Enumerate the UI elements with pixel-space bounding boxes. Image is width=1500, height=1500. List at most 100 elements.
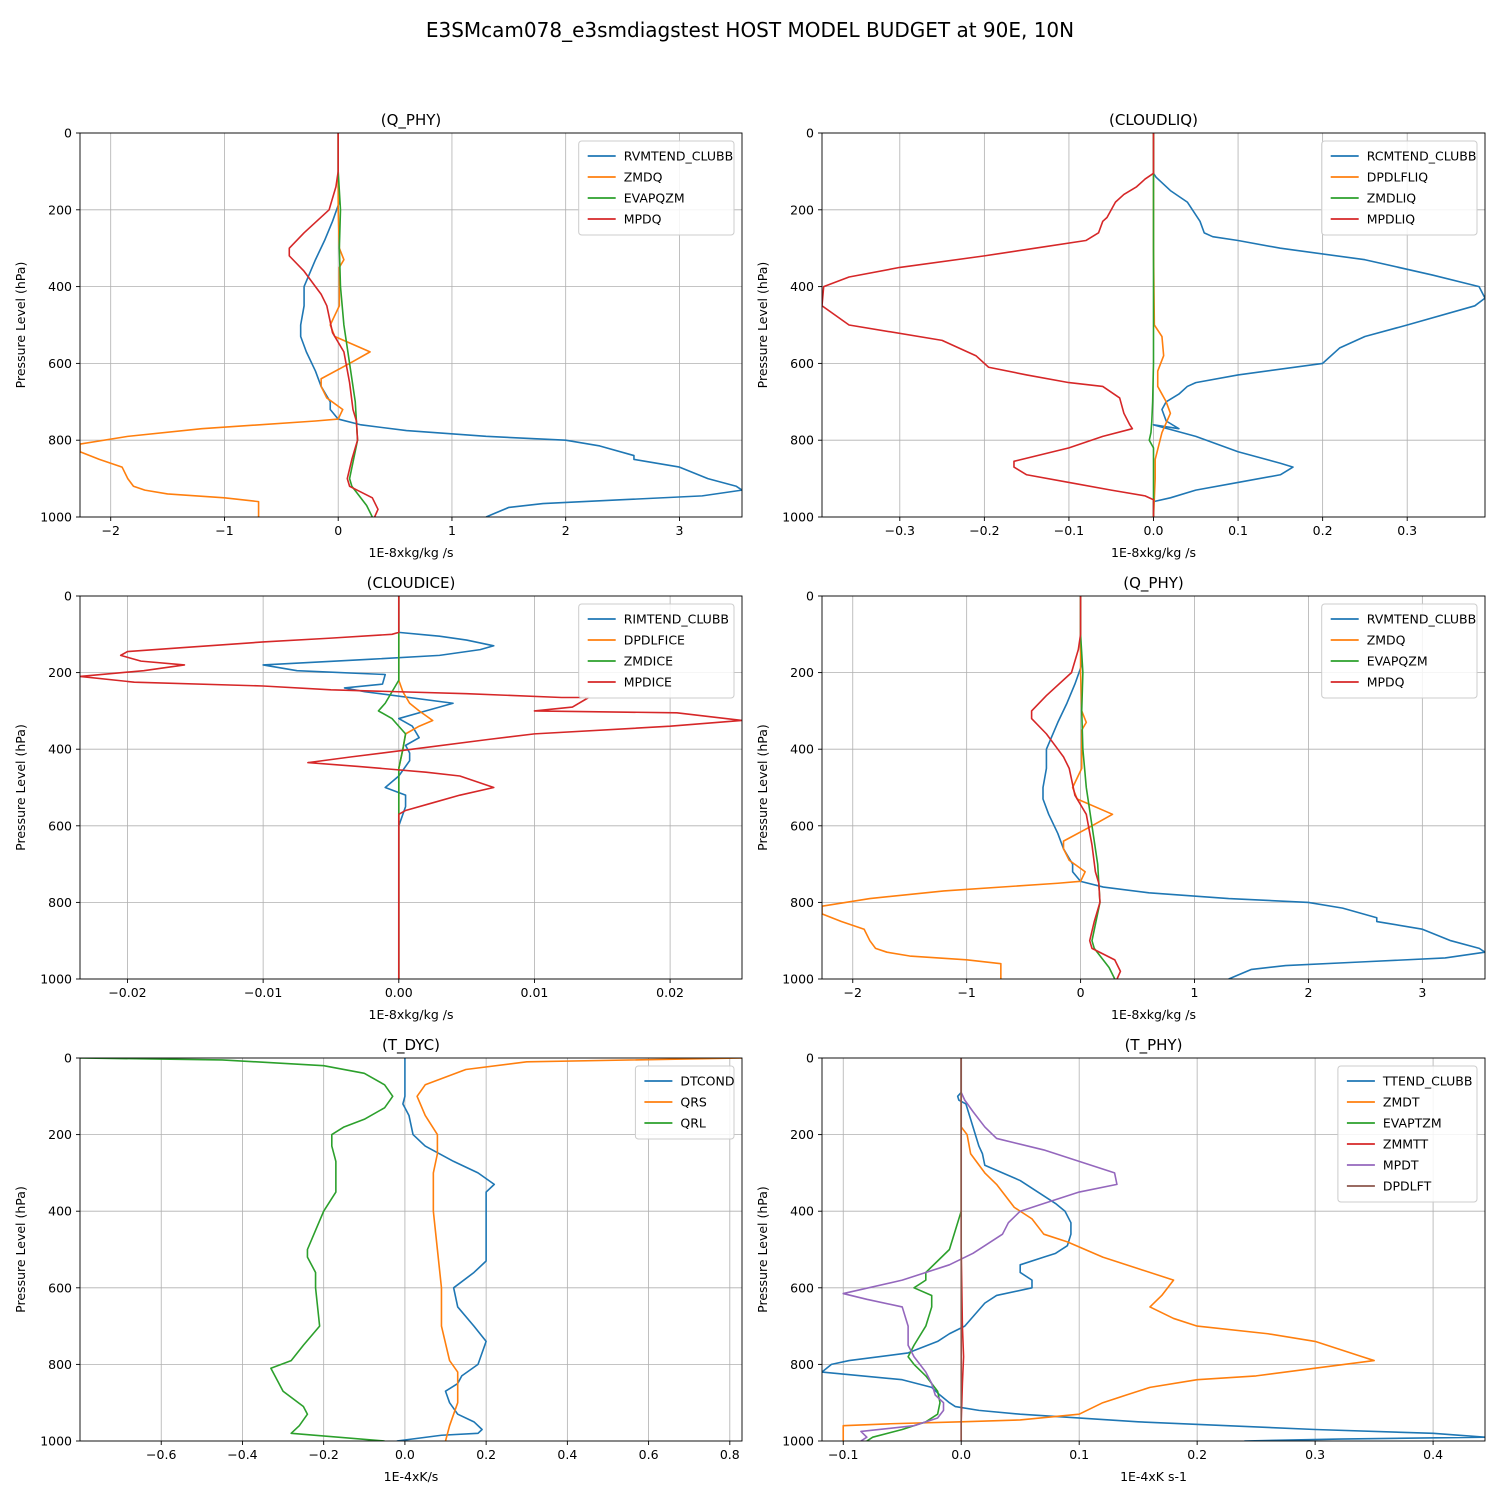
x-tick-label: 0.1: [1228, 523, 1248, 538]
x-tick-label: −0.1: [828, 1447, 858, 1462]
legend-label: TTEND_CLUBB: [1382, 1074, 1473, 1089]
x-axis-label: 1E-8xkg/kg /s: [369, 545, 454, 560]
x-axis-label: 1E-8xkg/kg /s: [1111, 1007, 1196, 1022]
y-tick-label: 1000: [782, 972, 814, 987]
legend-label: QRL: [680, 1116, 706, 1131]
y-tick-label: 400: [48, 742, 72, 757]
x-axis-label: 1E-4xK s-1: [1120, 1469, 1187, 1484]
x-tick-label: 0.0: [1144, 523, 1164, 538]
x-tick-label: −0.6: [146, 1447, 176, 1462]
legend-label: DPDLFICE: [624, 633, 685, 648]
legend-label: EVAPQZM: [1367, 654, 1428, 669]
series-line-mpdq: [1030, 596, 1122, 979]
y-axis-label: Pressure Level (hPa): [13, 1186, 28, 1313]
y-tick-label: 800: [48, 433, 72, 448]
x-tick-label: 0.4: [1423, 1447, 1443, 1462]
legend-box: [578, 603, 735, 699]
y-tick-label: 200: [48, 202, 72, 217]
series-line-zmdq: [80, 133, 371, 517]
x-tick-label: −0.2: [969, 523, 999, 538]
series-line-rcmtend_clubb: [1152, 133, 1485, 517]
y-axis-label: Pressure Level (hPa): [13, 724, 28, 851]
x-tick-label: −2: [101, 523, 119, 538]
series-line-zmdt: [842, 1058, 1375, 1441]
x-tick-label: −1: [957, 985, 975, 1000]
legend-label: EVAPQZM: [624, 191, 685, 206]
legend-box: [634, 1065, 735, 1140]
y-tick-label: 200: [790, 1127, 814, 1142]
y-tick-label: 0: [806, 126, 814, 141]
x-axis-label: 1E-8xkg/kg /s: [369, 1007, 454, 1022]
legend-box: [1321, 603, 1478, 699]
series-line-mpdice: [80, 596, 742, 979]
chart-panel-5: −0.6 −0.4 −0.2 0.0 0.2 0.4 0.6 0.8 0 200 400 600 800…: [13, 1036, 743, 1484]
chart-title: (T_PHY): [1125, 1036, 1183, 1055]
series-line-zmdq: [822, 596, 1114, 979]
x-tick-label: 0.4: [557, 1447, 577, 1462]
legend-label: DPDLFLIQ: [1367, 170, 1429, 185]
y-tick-label: 800: [790, 895, 814, 910]
x-axis-label: 1E-8xkg/kg /s: [1111, 545, 1196, 560]
legend-box: [1337, 1065, 1478, 1203]
legend-label: MPDLIQ: [1367, 212, 1416, 227]
legend-box: [1321, 140, 1478, 236]
legend-label: MPDT: [1383, 1158, 1419, 1173]
y-tick-label: 800: [48, 895, 72, 910]
plot-frame: [79, 1057, 743, 1442]
legend-label: ZMDT: [1383, 1095, 1420, 1110]
x-tick-label: −0.4: [227, 1447, 257, 1462]
chart-title: (CLOUDLIQ): [1109, 111, 1198, 129]
legend-label: MPDQ: [624, 212, 662, 227]
x-tick-label: 2: [1304, 985, 1312, 1000]
x-tick-label: −2: [844, 985, 862, 1000]
x-tick-label: 0.2: [1187, 1447, 1207, 1462]
chart-panel-3: −0.02 −0.01 0.00 0.01 0.02 0 200 400 600 800 1000 (…: [13, 574, 743, 1022]
legend-label: ZMDQ: [624, 170, 663, 185]
x-tick-label: 0: [334, 523, 342, 538]
x-axis-label: 1E-4xK/s: [384, 1469, 439, 1484]
x-tick-label: −0.2: [309, 1447, 339, 1462]
series-line-dtcond: [396, 1058, 496, 1441]
x-tick-label: 0.01: [521, 985, 549, 1000]
x-tick-label: 3: [1418, 985, 1426, 1000]
x-tick-label: −0.01: [244, 985, 282, 1000]
y-tick-label: 800: [790, 1357, 814, 1372]
series-line-mpdt: [842, 1058, 1118, 1441]
series-line-evaptzm: [866, 1058, 963, 1441]
y-tick-label: 400: [48, 1204, 72, 1219]
x-tick-label: −0.1: [1054, 523, 1084, 538]
series-line-rimtend_clubb: [262, 596, 495, 979]
legend-label: RIMTEND_CLUBB: [624, 612, 729, 627]
legend: RVMTEND_CLUBB ZMDQ EVAPQZM MPDQ: [1321, 603, 1478, 699]
legend-label: DTCOND: [680, 1074, 734, 1089]
series-line-mpdliq: [822, 133, 1155, 517]
y-tick-label: 800: [790, 433, 814, 448]
chart-title: (Q_PHY): [1123, 574, 1184, 593]
x-tick-label: −1: [215, 523, 233, 538]
y-tick-label: 0: [64, 1051, 72, 1066]
legend-label: ZMDLIQ: [1367, 191, 1417, 206]
chart-title: (CLOUDICE): [367, 574, 456, 592]
y-tick-label: 1000: [782, 510, 814, 525]
y-tick-label: 0: [64, 589, 72, 604]
x-tick-label: 0.6: [639, 1447, 659, 1462]
x-tick-label: 0.0: [395, 1447, 415, 1462]
x-tick-label: −0.02: [108, 985, 146, 1000]
y-tick-label: 400: [48, 279, 72, 294]
y-tick-label: 400: [790, 279, 814, 294]
plot-frame: [79, 595, 743, 980]
x-tick-label: 0.00: [385, 985, 413, 1000]
y-tick-label: 0: [806, 589, 814, 604]
y-tick-label: 400: [790, 1204, 814, 1219]
y-tick-label: 200: [790, 202, 814, 217]
series-line-qrl: [80, 1058, 394, 1441]
y-tick-label: 0: [806, 1051, 814, 1066]
y-tick-label: 600: [48, 818, 72, 833]
x-tick-label: 1: [1191, 985, 1199, 1000]
series-line-ttend_clubb: [822, 1058, 1485, 1441]
x-tick-label: 0.8: [720, 1447, 740, 1462]
chart-panel-6: −0.1 0.0 0.1 0.2 0.3 0.4 0 200 400 600 800 1000 (T_P…: [755, 1036, 1486, 1484]
series-line-evapqzm: [1079, 596, 1116, 979]
x-tick-label: 3: [675, 523, 683, 538]
legend: TTEND_CLUBB ZMDT EVAPTZM ZMMTT MPDT DPDLFT: [1337, 1065, 1478, 1203]
